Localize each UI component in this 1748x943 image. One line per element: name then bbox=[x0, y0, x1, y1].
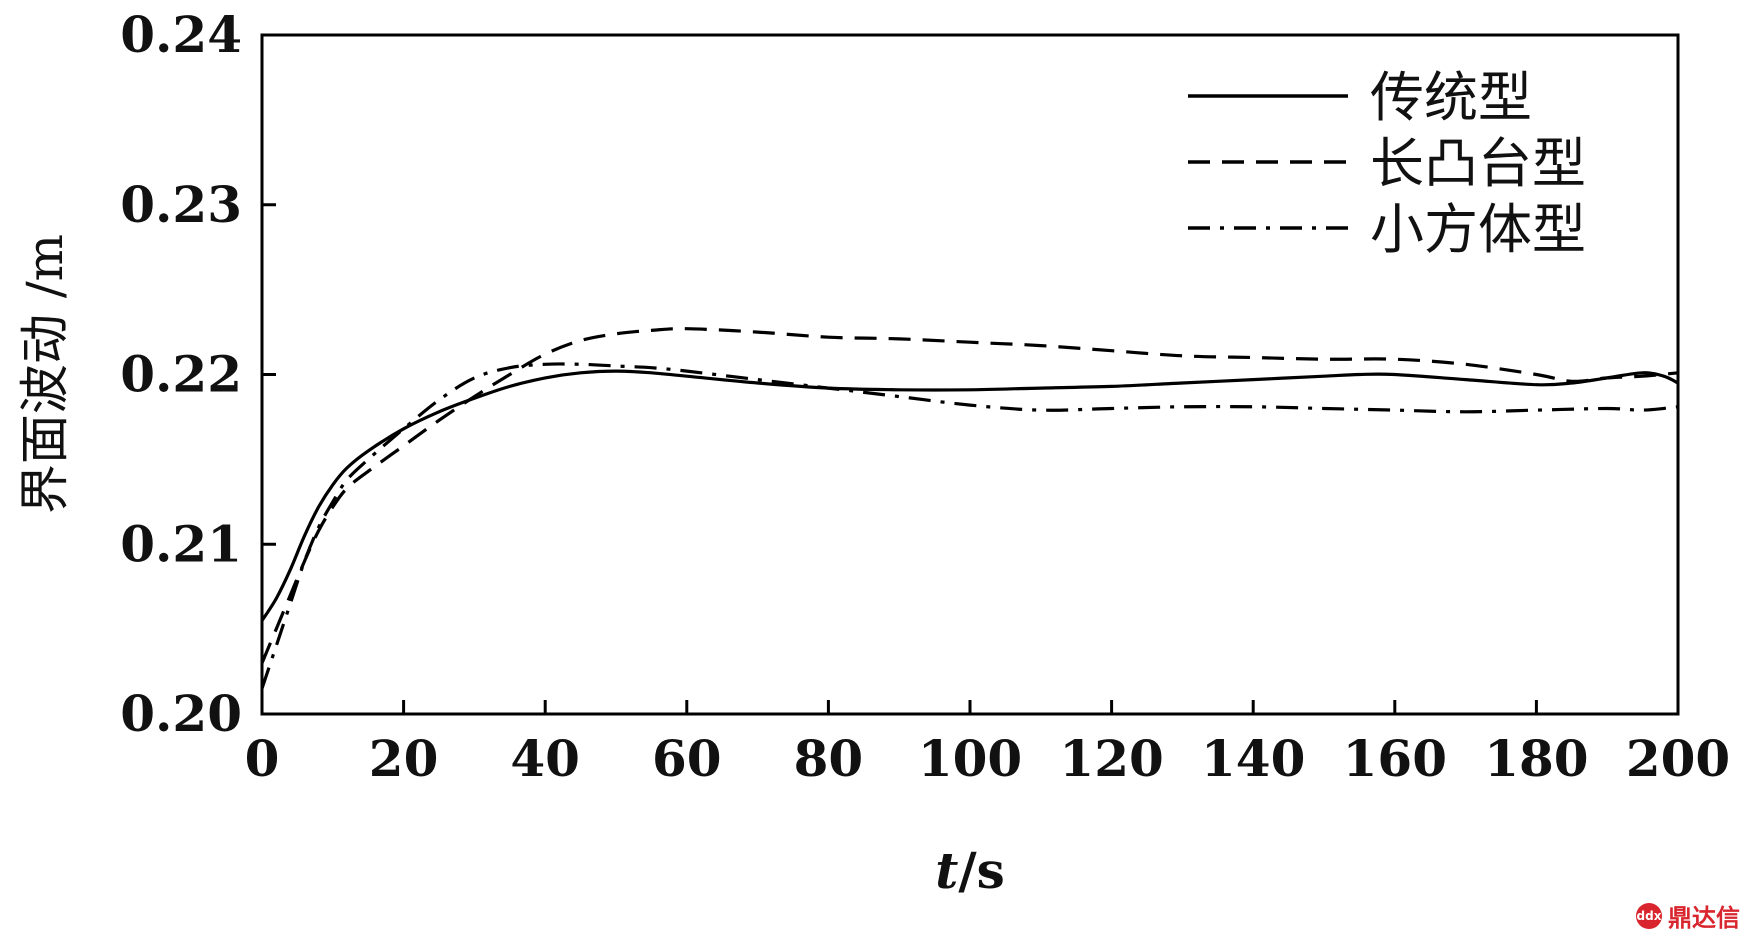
y-tick-label-0.24: 0.24 bbox=[120, 5, 242, 64]
legend-label-1: 传统型 bbox=[1370, 66, 1532, 129]
dingdaxin-logo-icon: ddx bbox=[1636, 902, 1662, 929]
x-tick-label-200: 200 bbox=[1626, 729, 1730, 788]
y-tick-label-0.21: 0.21 bbox=[120, 514, 242, 573]
x-tick-label-140: 140 bbox=[1201, 729, 1305, 788]
x-tick-label-120: 120 bbox=[1059, 729, 1163, 788]
series-line-3 bbox=[260, 362, 1679, 690]
x-axis-title-var: t bbox=[935, 841, 958, 900]
x-tick-label-60: 60 bbox=[652, 729, 722, 788]
x-tick-label-160: 160 bbox=[1343, 729, 1447, 788]
watermark-text: 鼎达信 bbox=[1668, 904, 1740, 932]
series-layer bbox=[260, 327, 1679, 690]
y-axis: 0.20 0.21 0.22 0.23 0.24 bbox=[120, 5, 276, 743]
y-axis-title: 界面波动 /m bbox=[16, 234, 74, 514]
x-axis: 0 20 40 60 80 100 120 140 160 180 200 bbox=[245, 700, 1730, 788]
y-tick-label-0.22: 0.22 bbox=[120, 345, 242, 404]
legend-label-2: 长凸台型 bbox=[1370, 132, 1586, 195]
watermark: ddx 鼎达信 bbox=[1636, 898, 1740, 933]
x-tick-label-180: 180 bbox=[1484, 729, 1588, 788]
x-tick-label-100: 100 bbox=[918, 729, 1022, 788]
x-tick-label-0: 0 bbox=[245, 729, 280, 788]
series-line-1 bbox=[260, 369, 1679, 622]
x-tick-label-20: 20 bbox=[369, 729, 439, 788]
x-tick-label-40: 40 bbox=[510, 729, 580, 788]
y-tick-label-0.23: 0.23 bbox=[120, 175, 242, 234]
legend-label-3: 小方体型 bbox=[1370, 198, 1586, 261]
x-axis-title: t/s bbox=[935, 841, 1005, 900]
series-line-2 bbox=[260, 327, 1679, 664]
x-tick-label-80: 80 bbox=[794, 729, 864, 788]
x-axis-title-unit: /s bbox=[958, 841, 1004, 900]
y-tick-label-0.20: 0.20 bbox=[120, 684, 242, 743]
